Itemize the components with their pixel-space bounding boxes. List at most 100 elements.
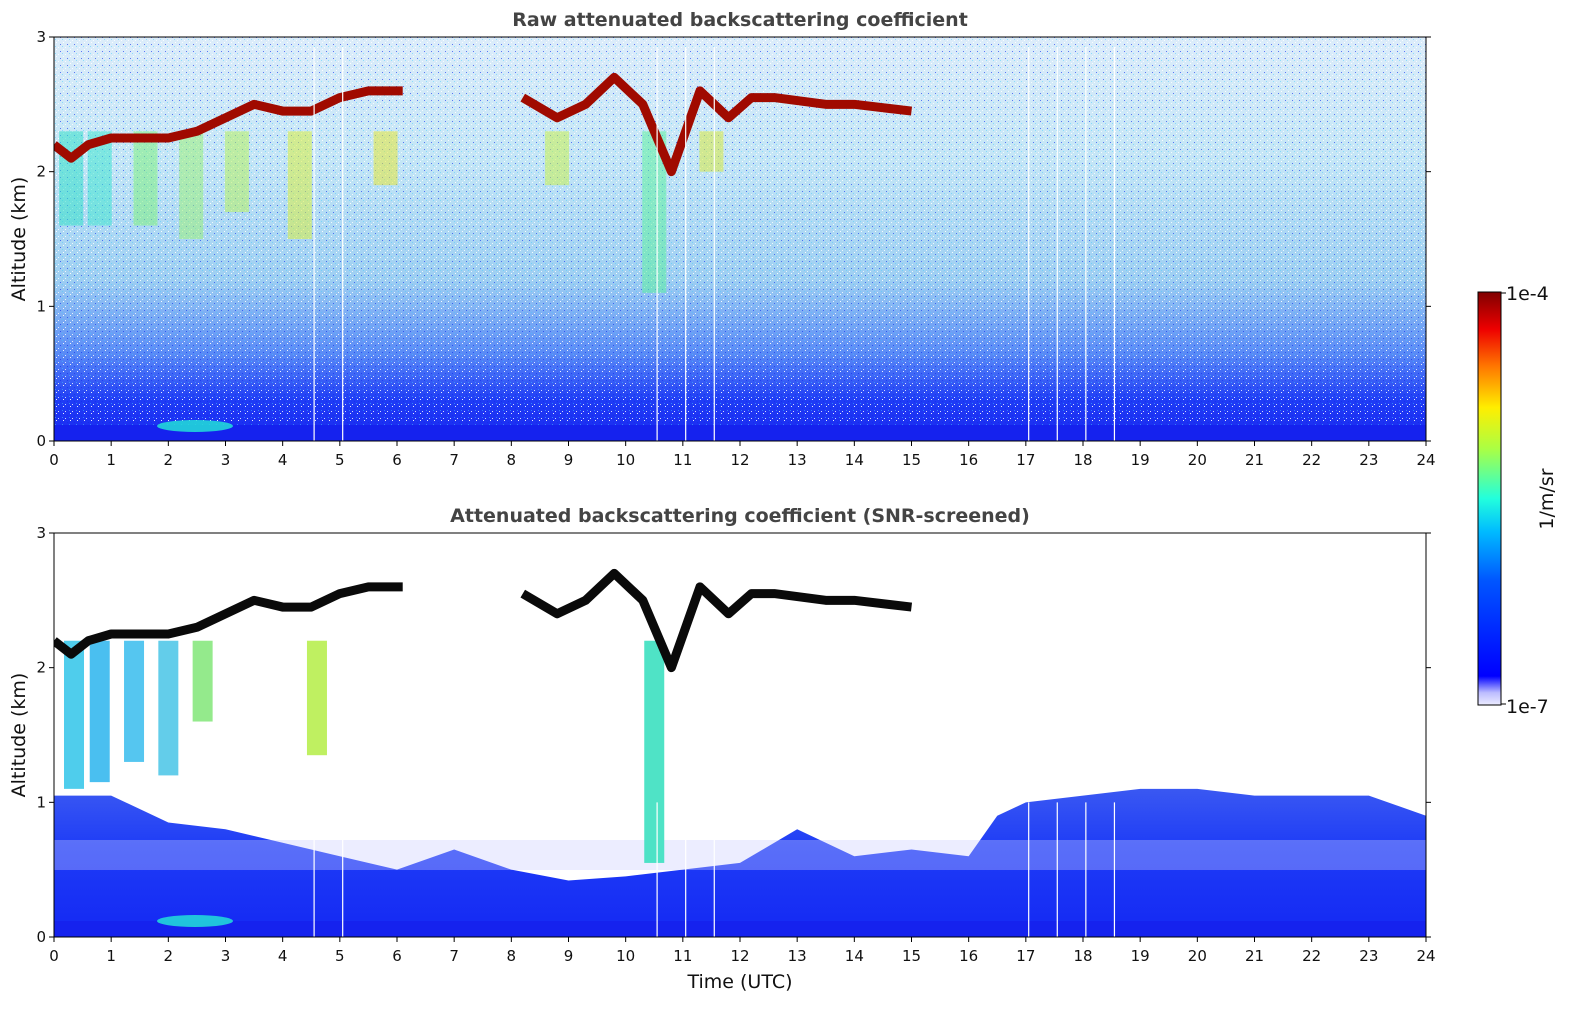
colorbar-min-label: 1e-7 xyxy=(1506,696,1549,718)
x-tick-label: 21 xyxy=(1245,947,1264,965)
plume xyxy=(64,640,85,789)
x-tick-label: 5 xyxy=(335,451,345,469)
x-tick-label: 19 xyxy=(1131,451,1150,469)
panel-raw-surface-band xyxy=(54,425,1426,441)
x-tick-label: 10 xyxy=(616,947,635,965)
x-tick-label: 7 xyxy=(449,451,459,469)
plume xyxy=(699,131,724,172)
x-tick-label: 16 xyxy=(959,451,978,469)
panel-raw-x-ticks: 0 1 2 3 4 5 6 7 8 9 10 11 12 13 14 15 16 17 18 19 20 21 22 23 24 xyxy=(49,441,1436,469)
x-tick-label: 23 xyxy=(1359,947,1378,965)
colorbar: 1e-4 1e-7 1/m/sr xyxy=(1477,283,1558,718)
y-tick-label: 3 xyxy=(36,28,46,46)
panel-raw-surface-feature xyxy=(157,420,233,432)
plume xyxy=(158,640,179,776)
panel-screened-y-ticks: 0 1 2 3 xyxy=(36,524,1431,946)
y-tick-label: 0 xyxy=(36,432,46,450)
x-tick-label: 13 xyxy=(788,451,807,469)
panel-screened-title: Attenuated backscattering coefficient (S… xyxy=(450,505,1030,527)
panel-raw-title: Raw attenuated backscattering coefficien… xyxy=(512,9,968,31)
panel-screened: Attenuated backscattering coefficient (S… xyxy=(8,505,1436,993)
plume xyxy=(124,640,145,762)
x-tick-label: 24 xyxy=(1416,451,1435,469)
x-tick-label: 22 xyxy=(1302,947,1321,965)
x-tick-label: 9 xyxy=(564,947,574,965)
plume xyxy=(192,640,213,722)
x-tick-label: 1 xyxy=(106,451,116,469)
x-tick-label: 3 xyxy=(221,947,231,965)
x-tick-label: 20 xyxy=(1188,451,1207,469)
x-tick-label: 9 xyxy=(564,451,574,469)
x-tick-label: 10 xyxy=(616,451,635,469)
plume xyxy=(224,131,249,213)
x-tick-label: 6 xyxy=(392,947,402,965)
x-tick-label: 2 xyxy=(164,947,174,965)
panel-raw-y-ticks: 0 1 2 3 xyxy=(36,28,1431,450)
x-tick-label: 12 xyxy=(730,451,749,469)
panel-screened-plumes xyxy=(64,640,665,863)
x-tick-label: 18 xyxy=(1073,947,1092,965)
x-tick-label: 13 xyxy=(788,947,807,965)
x-tick-label: 4 xyxy=(278,947,288,965)
panel-screened-boundary-layer xyxy=(54,788,1426,937)
panel-screened-surface-band xyxy=(54,921,1426,937)
colorbar-max-label: 1e-4 xyxy=(1506,283,1549,305)
colorbar-unit-label: 1/m/sr xyxy=(1536,468,1558,529)
x-tick-label: 0 xyxy=(49,451,59,469)
plume xyxy=(545,131,570,186)
x-tick-label: 17 xyxy=(1016,451,1035,469)
panel-raw-y-label: Altitude (km) xyxy=(8,177,30,302)
x-tick-label: 4 xyxy=(278,451,288,469)
y-tick-label: 0 xyxy=(36,928,46,946)
x-tick-label: 14 xyxy=(845,947,864,965)
y-tick-label: 2 xyxy=(36,659,46,677)
x-tick-label: 5 xyxy=(335,947,345,965)
x-tick-label: 21 xyxy=(1245,451,1264,469)
plume xyxy=(179,131,204,239)
plume xyxy=(133,131,158,226)
panel-screened-x-label: Time (UTC) xyxy=(686,971,792,993)
x-tick-label: 22 xyxy=(1302,451,1321,469)
plume xyxy=(373,131,398,186)
plume xyxy=(87,131,112,226)
plume xyxy=(89,640,110,783)
x-tick-label: 14 xyxy=(845,451,864,469)
panel-raw: Raw attenuated backscattering coefficien… xyxy=(8,9,1436,469)
plume xyxy=(306,640,327,756)
x-tick-label: 19 xyxy=(1131,947,1150,965)
x-tick-label: 18 xyxy=(1073,451,1092,469)
x-tick-label: 6 xyxy=(392,451,402,469)
x-tick-label: 1 xyxy=(106,947,116,965)
x-tick-label: 12 xyxy=(730,947,749,965)
x-tick-label: 11 xyxy=(673,947,692,965)
colorbar-gradient xyxy=(1477,291,1502,706)
plume xyxy=(59,131,84,226)
x-tick-label: 0 xyxy=(49,947,59,965)
plume xyxy=(642,131,667,293)
panel-screened-x-ticks: 0 1 2 3 4 5 6 7 8 9 10 11 12 13 14 15 16 17 18 19 20 21 22 23 24 xyxy=(49,937,1436,965)
y-tick-label: 3 xyxy=(36,524,46,542)
panel-screened-surface-feature xyxy=(157,915,233,927)
x-tick-label: 16 xyxy=(959,947,978,965)
panel-raw-noise xyxy=(54,37,1426,441)
panel-screened-y-label: Altitude (km) xyxy=(8,673,30,798)
x-tick-label: 23 xyxy=(1359,451,1378,469)
x-tick-label: 20 xyxy=(1188,947,1207,965)
x-tick-label: 24 xyxy=(1416,947,1435,965)
y-tick-label: 1 xyxy=(36,793,46,811)
panel-screened-haze xyxy=(54,840,1426,870)
x-tick-label: 2 xyxy=(164,451,174,469)
panel-raw-dropouts xyxy=(313,47,1116,441)
panel-screened-dropouts xyxy=(313,802,1116,937)
plume xyxy=(644,640,665,863)
y-tick-label: 1 xyxy=(36,297,46,315)
y-tick-label: 2 xyxy=(36,163,46,181)
x-tick-label: 8 xyxy=(507,947,517,965)
x-tick-label: 15 xyxy=(902,451,921,469)
x-tick-label: 11 xyxy=(673,451,692,469)
x-tick-label: 3 xyxy=(221,451,231,469)
plume xyxy=(287,131,312,239)
x-tick-label: 17 xyxy=(1016,947,1035,965)
x-tick-label: 7 xyxy=(449,947,459,965)
